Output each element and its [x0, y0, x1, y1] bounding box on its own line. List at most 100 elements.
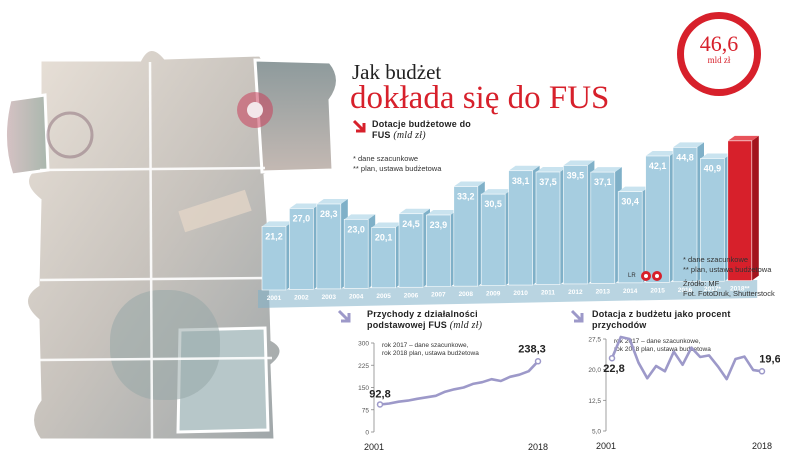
- data-point: [490, 378, 493, 381]
- y-tick-label: 300: [358, 341, 369, 348]
- data-point: [628, 338, 631, 340]
- bar-category-label: 2003: [322, 294, 337, 301]
- data-point: [646, 377, 649, 380]
- bar-2010: 38,1 2010: [508, 165, 540, 297]
- bar-top: [289, 203, 321, 209]
- data-point: [397, 400, 400, 403]
- data-point: [527, 370, 530, 373]
- purple-arrow-icon-2: [570, 309, 584, 323]
- bar-2013: 37,1 2013: [590, 167, 622, 295]
- end-value-label: 19,6: [759, 353, 780, 365]
- bar-front: [316, 203, 342, 290]
- data-point: [681, 363, 684, 366]
- data-point: [655, 365, 658, 367]
- data-point: [752, 369, 755, 371]
- bar-front: [617, 191, 643, 284]
- bar-front: [535, 171, 561, 285]
- bar-2002: 27,0 2002: [289, 203, 321, 301]
- side-note-2: ** plan, ustawa budżetowa: [683, 265, 772, 274]
- bar-category-label: 2006: [404, 292, 419, 299]
- y-tick-label: 0: [365, 430, 369, 437]
- bar-value-label: 42,1: [649, 161, 667, 171]
- main-chart-header: Dotacje budżetowe do FUS (mld zł): [372, 119, 492, 141]
- data-point: [481, 381, 484, 384]
- total-badge: 46,6 mld zł: [677, 12, 761, 96]
- bar-2014: 30,4 2014: [617, 186, 650, 295]
- source-text: Źródło: MF: [683, 279, 720, 288]
- data-point: [637, 361, 640, 364]
- bar-category-label: 2015: [650, 287, 665, 294]
- bar-2003: 28,3 2003: [316, 199, 348, 301]
- puzzle-collage-image: [3, 48, 339, 442]
- line-chart-1-header-unit: (mld zł): [449, 320, 483, 331]
- banknote-ornament: [46, 92, 273, 400]
- y-tick-label: 225: [358, 363, 369, 370]
- start-value-label: 92,8: [369, 388, 390, 400]
- bar-category-label: 2017*: [704, 286, 721, 293]
- y-tick-label: 27,5: [588, 337, 601, 344]
- bar-category-label: 2011: [541, 290, 555, 297]
- bar-top: [508, 165, 540, 171]
- main-note-1: * dane szacunkowe: [353, 154, 419, 163]
- bar-side: [751, 135, 759, 281]
- bar-top: [700, 153, 732, 159]
- bar-front: [700, 158, 725, 282]
- data-point: [453, 388, 456, 391]
- puzzle-piece-left: [3, 93, 50, 177]
- data-point: [518, 373, 521, 376]
- bar-top: [399, 208, 430, 214]
- end-value-label: 238,3: [518, 343, 546, 355]
- bar-value-label: 23,0: [347, 224, 365, 234]
- data-point: [406, 399, 409, 402]
- start-value-label: 22,8: [603, 363, 624, 375]
- start-point-marker: [608, 354, 616, 362]
- data-point: [664, 370, 666, 373]
- bar-value-label: 20,1: [375, 233, 393, 243]
- x-tick-label: 2001: [596, 441, 616, 451]
- bar-2006: 24,5 2006: [398, 208, 430, 299]
- bar-category-label: 2001: [267, 295, 282, 302]
- data-point: [619, 336, 622, 338]
- bar-front: [508, 170, 533, 286]
- bar-value-label: 23,9: [430, 220, 448, 230]
- bar-front: [289, 208, 314, 290]
- bar-value-label: 40,9: [704, 164, 722, 174]
- bar-front: [590, 171, 616, 284]
- bar-category-label: 2008: [459, 291, 474, 298]
- bar-2008: 33,2 2008: [453, 181, 485, 298]
- data-point: [425, 396, 428, 399]
- bar-value-label: 24,5: [402, 219, 420, 229]
- bar-front: [645, 155, 670, 283]
- bar-value-label: 28,3: [320, 209, 338, 219]
- bar-category-label: 2012: [568, 289, 583, 296]
- line-chart-1-header-bold: Przychody z działalności podstawowej FUS: [367, 309, 478, 330]
- bar-top: [618, 186, 650, 192]
- bar-category-label: 2004: [349, 293, 364, 300]
- purple-arrow-icon-1: [337, 309, 351, 323]
- main-chart-header-bold: Dotacje budżetowe do FUS: [372, 119, 472, 140]
- bar-front: [398, 213, 424, 288]
- bar-front: [371, 227, 396, 289]
- data-point: [734, 358, 737, 360]
- bar-top: [590, 167, 622, 173]
- bar-2009: 30,5 2009: [480, 189, 513, 298]
- x-tick-label: 2001: [364, 442, 384, 452]
- bar-category-label: 2009: [486, 291, 501, 298]
- end-point-marker: [758, 368, 766, 375]
- bar-category-label: 2014: [623, 288, 638, 295]
- line-chart-1: 0 75 150 225 300 rok 2017 – dane szacunkowe,r…: [358, 341, 548, 453]
- data-point: [462, 386, 465, 389]
- series-line: [379, 360, 539, 406]
- line-chart-1-header: Przychody z działalności podstawowej FUS…: [367, 309, 537, 331]
- author-credit: LR: [628, 273, 636, 279]
- bar-top: [371, 222, 403, 228]
- bar-value-label: 39,5: [567, 170, 585, 180]
- bar-2018**: 2018**: [727, 135, 759, 293]
- y-tick-label: 75: [362, 407, 370, 414]
- bar-top: [563, 160, 595, 166]
- start-point-marker: [376, 401, 384, 408]
- bar-2007: 23,9 2007: [426, 210, 458, 299]
- x-tick-label: 2018: [528, 442, 548, 452]
- bar-top: [262, 221, 293, 227]
- puzzle-piece-right: [253, 58, 339, 174]
